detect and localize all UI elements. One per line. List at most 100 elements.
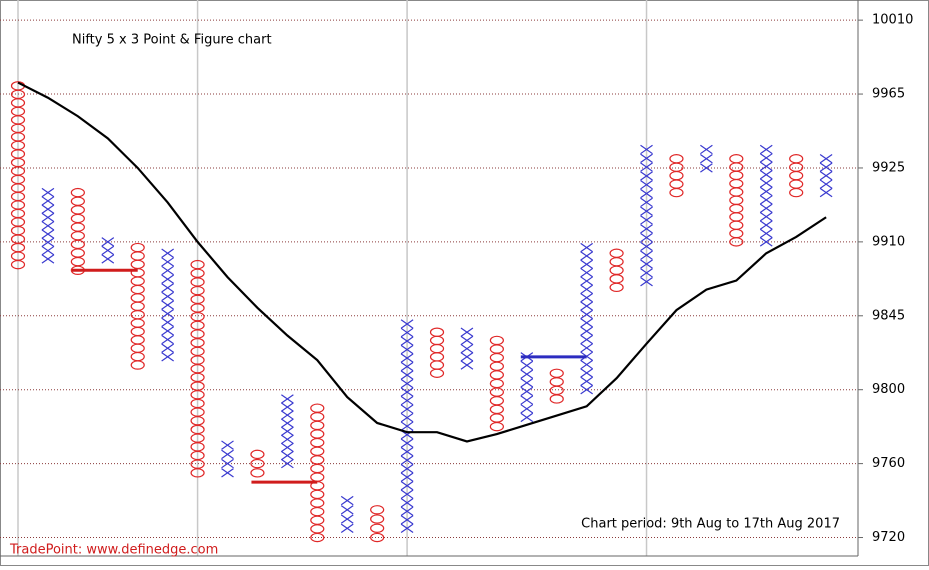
- x-symbol: [640, 180, 653, 190]
- moving-average-line: [17, 81, 827, 443]
- x-symbol: [221, 440, 234, 450]
- x-symbol: [819, 162, 833, 172]
- x-symbol: [520, 404, 534, 414]
- x-symbol: [41, 229, 55, 239]
- y-tick-label: 10010: [872, 13, 913, 28]
- x-symbol: [281, 426, 294, 436]
- x-symbol: [460, 327, 474, 337]
- o-symbol: [190, 468, 205, 478]
- y-tick-label: 9845: [872, 308, 905, 323]
- x-symbol: [700, 144, 713, 155]
- x-symbol: [400, 319, 414, 329]
- x-symbol: [281, 450, 294, 461]
- x-symbol: [759, 161, 773, 171]
- x-symbol: [161, 291, 174, 302]
- x-symbol: [41, 237, 55, 248]
- x-symbol: [640, 232, 653, 243]
- x-symbol: [340, 505, 354, 515]
- x-symbol: [759, 186, 773, 197]
- pf-column: [250, 449, 265, 478]
- x-symbol: [400, 344, 414, 355]
- x-symbol: [520, 360, 534, 371]
- x-symbol: [460, 360, 474, 370]
- o-symbol: [370, 505, 385, 515]
- x-symbol: [759, 220, 773, 230]
- x-symbol: [161, 343, 174, 353]
- x-symbol: [161, 283, 174, 293]
- x-symbol: [640, 153, 653, 163]
- pf-column: [609, 248, 624, 293]
- x-symbol: [580, 334, 594, 345]
- x-symbol: [520, 378, 534, 388]
- o-symbol: [729, 237, 744, 247]
- x-symbol: [281, 442, 294, 453]
- x-symbol: [400, 387, 414, 397]
- x-symbol: [281, 394, 294, 404]
- grid: [0, 0, 863, 556]
- x-symbol: [281, 418, 294, 428]
- x-symbol: [400, 361, 414, 372]
- x-symbol: [759, 169, 773, 180]
- x-symbol: [460, 343, 474, 354]
- pf-column: [640, 144, 653, 287]
- x-symbol: [400, 412, 414, 423]
- x-symbol: [580, 284, 594, 295]
- x-symbol: [640, 188, 653, 199]
- x-symbol: [819, 170, 833, 181]
- x-symbol: [640, 171, 653, 181]
- x-symbol: [580, 293, 594, 303]
- x-symbol: [400, 353, 414, 363]
- y-tick-label: 9965: [872, 87, 905, 102]
- o-symbol: [429, 368, 445, 378]
- x-symbol: [161, 317, 174, 328]
- x-symbol: [340, 495, 354, 506]
- pf-column: [101, 237, 115, 264]
- x-symbol: [221, 449, 234, 460]
- o-symbol: [130, 360, 145, 370]
- x-symbol: [400, 515, 414, 525]
- x-symbol: [400, 370, 414, 380]
- o-symbol: [250, 468, 265, 478]
- marks: [10, 81, 833, 543]
- x-symbol: [640, 268, 653, 278]
- x-symbol: [819, 187, 833, 198]
- pf-column: [190, 259, 205, 478]
- x-symbol: [640, 206, 653, 216]
- x-symbol: [580, 276, 594, 286]
- x-symbol: [400, 455, 414, 465]
- x-symbol: [400, 506, 414, 516]
- x-symbol: [281, 402, 294, 412]
- x-symbol: [640, 224, 653, 234]
- x-symbol: [400, 472, 414, 482]
- x-symbol: [580, 343, 594, 353]
- o-symbol: [669, 187, 684, 198]
- pf-column: [429, 327, 445, 378]
- x-symbol: [101, 254, 115, 264]
- x-symbol: [41, 187, 55, 198]
- y-tick-label: 9925: [872, 160, 905, 175]
- o-symbol: [10, 259, 26, 270]
- x-symbol: [700, 163, 713, 173]
- y-tick-label: 9910: [872, 234, 905, 249]
- x-symbol: [580, 251, 594, 261]
- x-symbol: [161, 274, 174, 284]
- x-symbol: [161, 248, 174, 258]
- x-symbol: [580, 368, 594, 378]
- x-symbol: [161, 300, 174, 310]
- x-symbol: [340, 523, 354, 533]
- x-symbol: [400, 464, 414, 474]
- x-symbol: [400, 438, 414, 448]
- x-symbol: [161, 326, 174, 336]
- x-symbol: [700, 154, 713, 164]
- pf-column: [549, 368, 564, 404]
- x-symbol: [400, 446, 414, 457]
- x-symbol: [580, 301, 594, 311]
- x-symbol: [41, 221, 55, 231]
- o-symbol: [250, 458, 265, 469]
- x-symbol: [400, 404, 414, 414]
- y-tick-label: 9720: [872, 530, 905, 545]
- x-symbol: [759, 228, 773, 239]
- x-symbol: [400, 378, 414, 389]
- pf-column: [130, 242, 145, 370]
